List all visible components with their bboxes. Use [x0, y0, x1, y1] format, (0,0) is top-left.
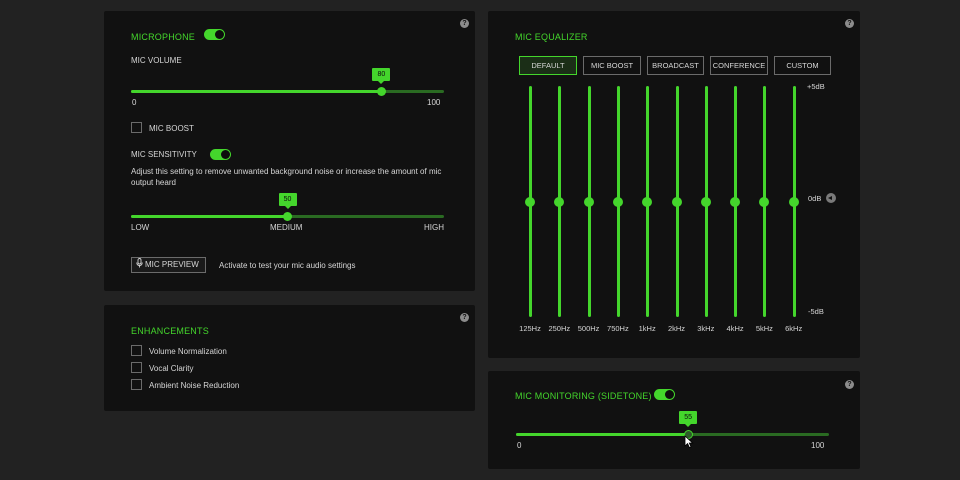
monitoring-slider[interactable]: 55 — [516, 411, 829, 439]
help-icon[interactable]: ? — [845, 19, 854, 28]
db-mid-label: 0dB — [808, 194, 822, 203]
eq-band-thumb[interactable] — [554, 196, 565, 207]
microphone-toggle[interactable] — [204, 29, 225, 40]
eq-band-thumb[interactable] — [525, 196, 535, 207]
db-max-label: +5dB — [807, 82, 825, 91]
monitoring-toggle[interactable] — [654, 389, 675, 400]
mic-volume-min: 0 — [132, 98, 137, 107]
sensitivity-low-label: LOW — [131, 223, 150, 232]
eq-band-label: 5kHz — [755, 324, 773, 333]
eq-band-slider-750Hz[interactable] — [612, 86, 623, 317]
eq-band-thumb[interactable] — [788, 196, 799, 207]
mic-preview-button[interactable]: MIC PREVIEW — [131, 257, 206, 273]
enhancements-panel: ? ENHANCEMENTS Volume Normalization Voca… — [104, 305, 475, 411]
db-reset-icon[interactable] — [826, 193, 836, 203]
sensitivity-medium-label: MEDIUM — [270, 223, 303, 232]
eq-band-slider-1kHz[interactable] — [642, 86, 653, 317]
mouse-cursor-icon — [684, 435, 694, 449]
microphone-icon — [136, 258, 143, 268]
eq-band-label: 125Hz — [519, 324, 541, 333]
monitoring-max: 100 — [811, 441, 825, 450]
mic-volume-max: 100 — [427, 98, 441, 107]
eq-band-slider-500Hz[interactable] — [583, 86, 594, 317]
mic-volume-fill — [131, 90, 382, 93]
eq-band-slider-6kHz[interactable] — [788, 86, 799, 317]
ambient-noise-reduction-checkbox[interactable] — [131, 379, 142, 390]
preset-default-button[interactable]: DEFAULT — [519, 56, 577, 75]
eq-band-label: 750Hz — [607, 324, 629, 333]
eq-band-label: 4kHz — [726, 324, 744, 333]
ambient-noise-reduction-label: Ambient Noise Reduction — [149, 381, 240, 390]
mic-boost-checkbox[interactable] — [131, 122, 142, 133]
eq-band-slider-4kHz[interactable] — [730, 86, 741, 317]
eq-band-label: 6kHz — [785, 324, 803, 333]
mic-boost-label: MIC BOOST — [149, 124, 194, 133]
mic-volume-label: MIC VOLUME — [131, 56, 182, 65]
volume-normalization-label: Volume Normalization — [149, 347, 227, 356]
eq-band-label: 3kHz — [697, 324, 715, 333]
mic-sensitivity-description: Adjust this setting to remove unwanted b… — [131, 167, 442, 187]
mic-preview-label: MIC PREVIEW — [145, 260, 199, 269]
eq-band-label: 2kHz — [667, 324, 686, 333]
preset-mic-boost-button[interactable]: MIC BOOST — [583, 56, 641, 75]
mic-sensitivity-label: MIC SENSITIVITY — [131, 150, 197, 159]
db-min-label: -5dB — [808, 307, 824, 316]
mic-sensitivity-toggle[interactable] — [210, 149, 231, 160]
monitoring-title: MIC MONITORING (SIDETONE) — [515, 391, 652, 401]
eq-band-label: 1kHz — [638, 324, 656, 333]
eq-band-slider-5kHz[interactable] — [759, 86, 770, 317]
eq-band-thumb[interactable] — [642, 196, 653, 207]
mic-sensitivity-value: 50 — [278, 193, 297, 209]
mic-sensitivity-thumb[interactable] — [283, 212, 292, 221]
volume-normalization-checkbox[interactable] — [131, 345, 142, 356]
eq-band-thumb[interactable] — [730, 196, 741, 207]
mic-sensitivity-fill — [131, 215, 288, 218]
enhancements-title: ENHANCEMENTS — [131, 326, 209, 336]
mic-sensitivity-slider[interactable]: 50 — [131, 193, 444, 221]
eq-band-label: 250Hz — [548, 324, 571, 333]
vocal-clarity-label: Vocal Clarity — [149, 364, 194, 373]
eq-band-thumb[interactable] — [700, 196, 711, 207]
vocal-clarity-checkbox[interactable] — [131, 362, 142, 373]
monitoring-value: 55 — [679, 411, 698, 427]
help-icon[interactable]: ? — [460, 313, 469, 322]
mic-volume-value: 80 — [372, 68, 391, 84]
eq-band-label: 500Hz — [577, 324, 600, 333]
eq-band-thumb[interactable] — [671, 196, 682, 207]
preset-broadcast-button[interactable]: BROADCAST — [647, 56, 704, 75]
eq-band-slider-125Hz[interactable] — [525, 86, 535, 317]
help-icon[interactable]: ? — [845, 380, 854, 389]
sensitivity-high-label: HIGH — [424, 223, 444, 232]
monitoring-fill — [516, 433, 689, 436]
preset-custom-button[interactable]: CUSTOM — [774, 56, 831, 75]
microphone-title: MICROPHONE — [131, 32, 196, 42]
microphone-panel: ? MICROPHONE MIC VOLUME 80 0 100 MIC BOO… — [104, 11, 475, 291]
eq-band-thumb[interactable] — [759, 196, 770, 207]
eq-band-slider-250Hz[interactable] — [554, 86, 565, 317]
equalizer-title: MIC EQUALIZER — [515, 32, 588, 42]
eq-band-thumb[interactable] — [612, 196, 623, 207]
monitoring-panel: ? MIC MONITORING (SIDETONE) 55 0 100 — [488, 371, 860, 469]
mic-volume-thumb[interactable] — [376, 87, 386, 96]
eq-band-slider-2kHz[interactable] — [671, 86, 682, 317]
eq-band-slider-3kHz[interactable] — [700, 86, 711, 317]
preset-conference-button[interactable]: CONFERENCE — [710, 56, 768, 75]
mic-volume-slider[interactable]: 80 — [131, 68, 444, 96]
help-icon[interactable]: ? — [460, 19, 469, 28]
eq-band-thumb[interactable] — [583, 196, 594, 207]
mic-preview-hint: Activate to test your mic audio settings — [219, 261, 356, 270]
monitoring-min: 0 — [517, 441, 522, 450]
